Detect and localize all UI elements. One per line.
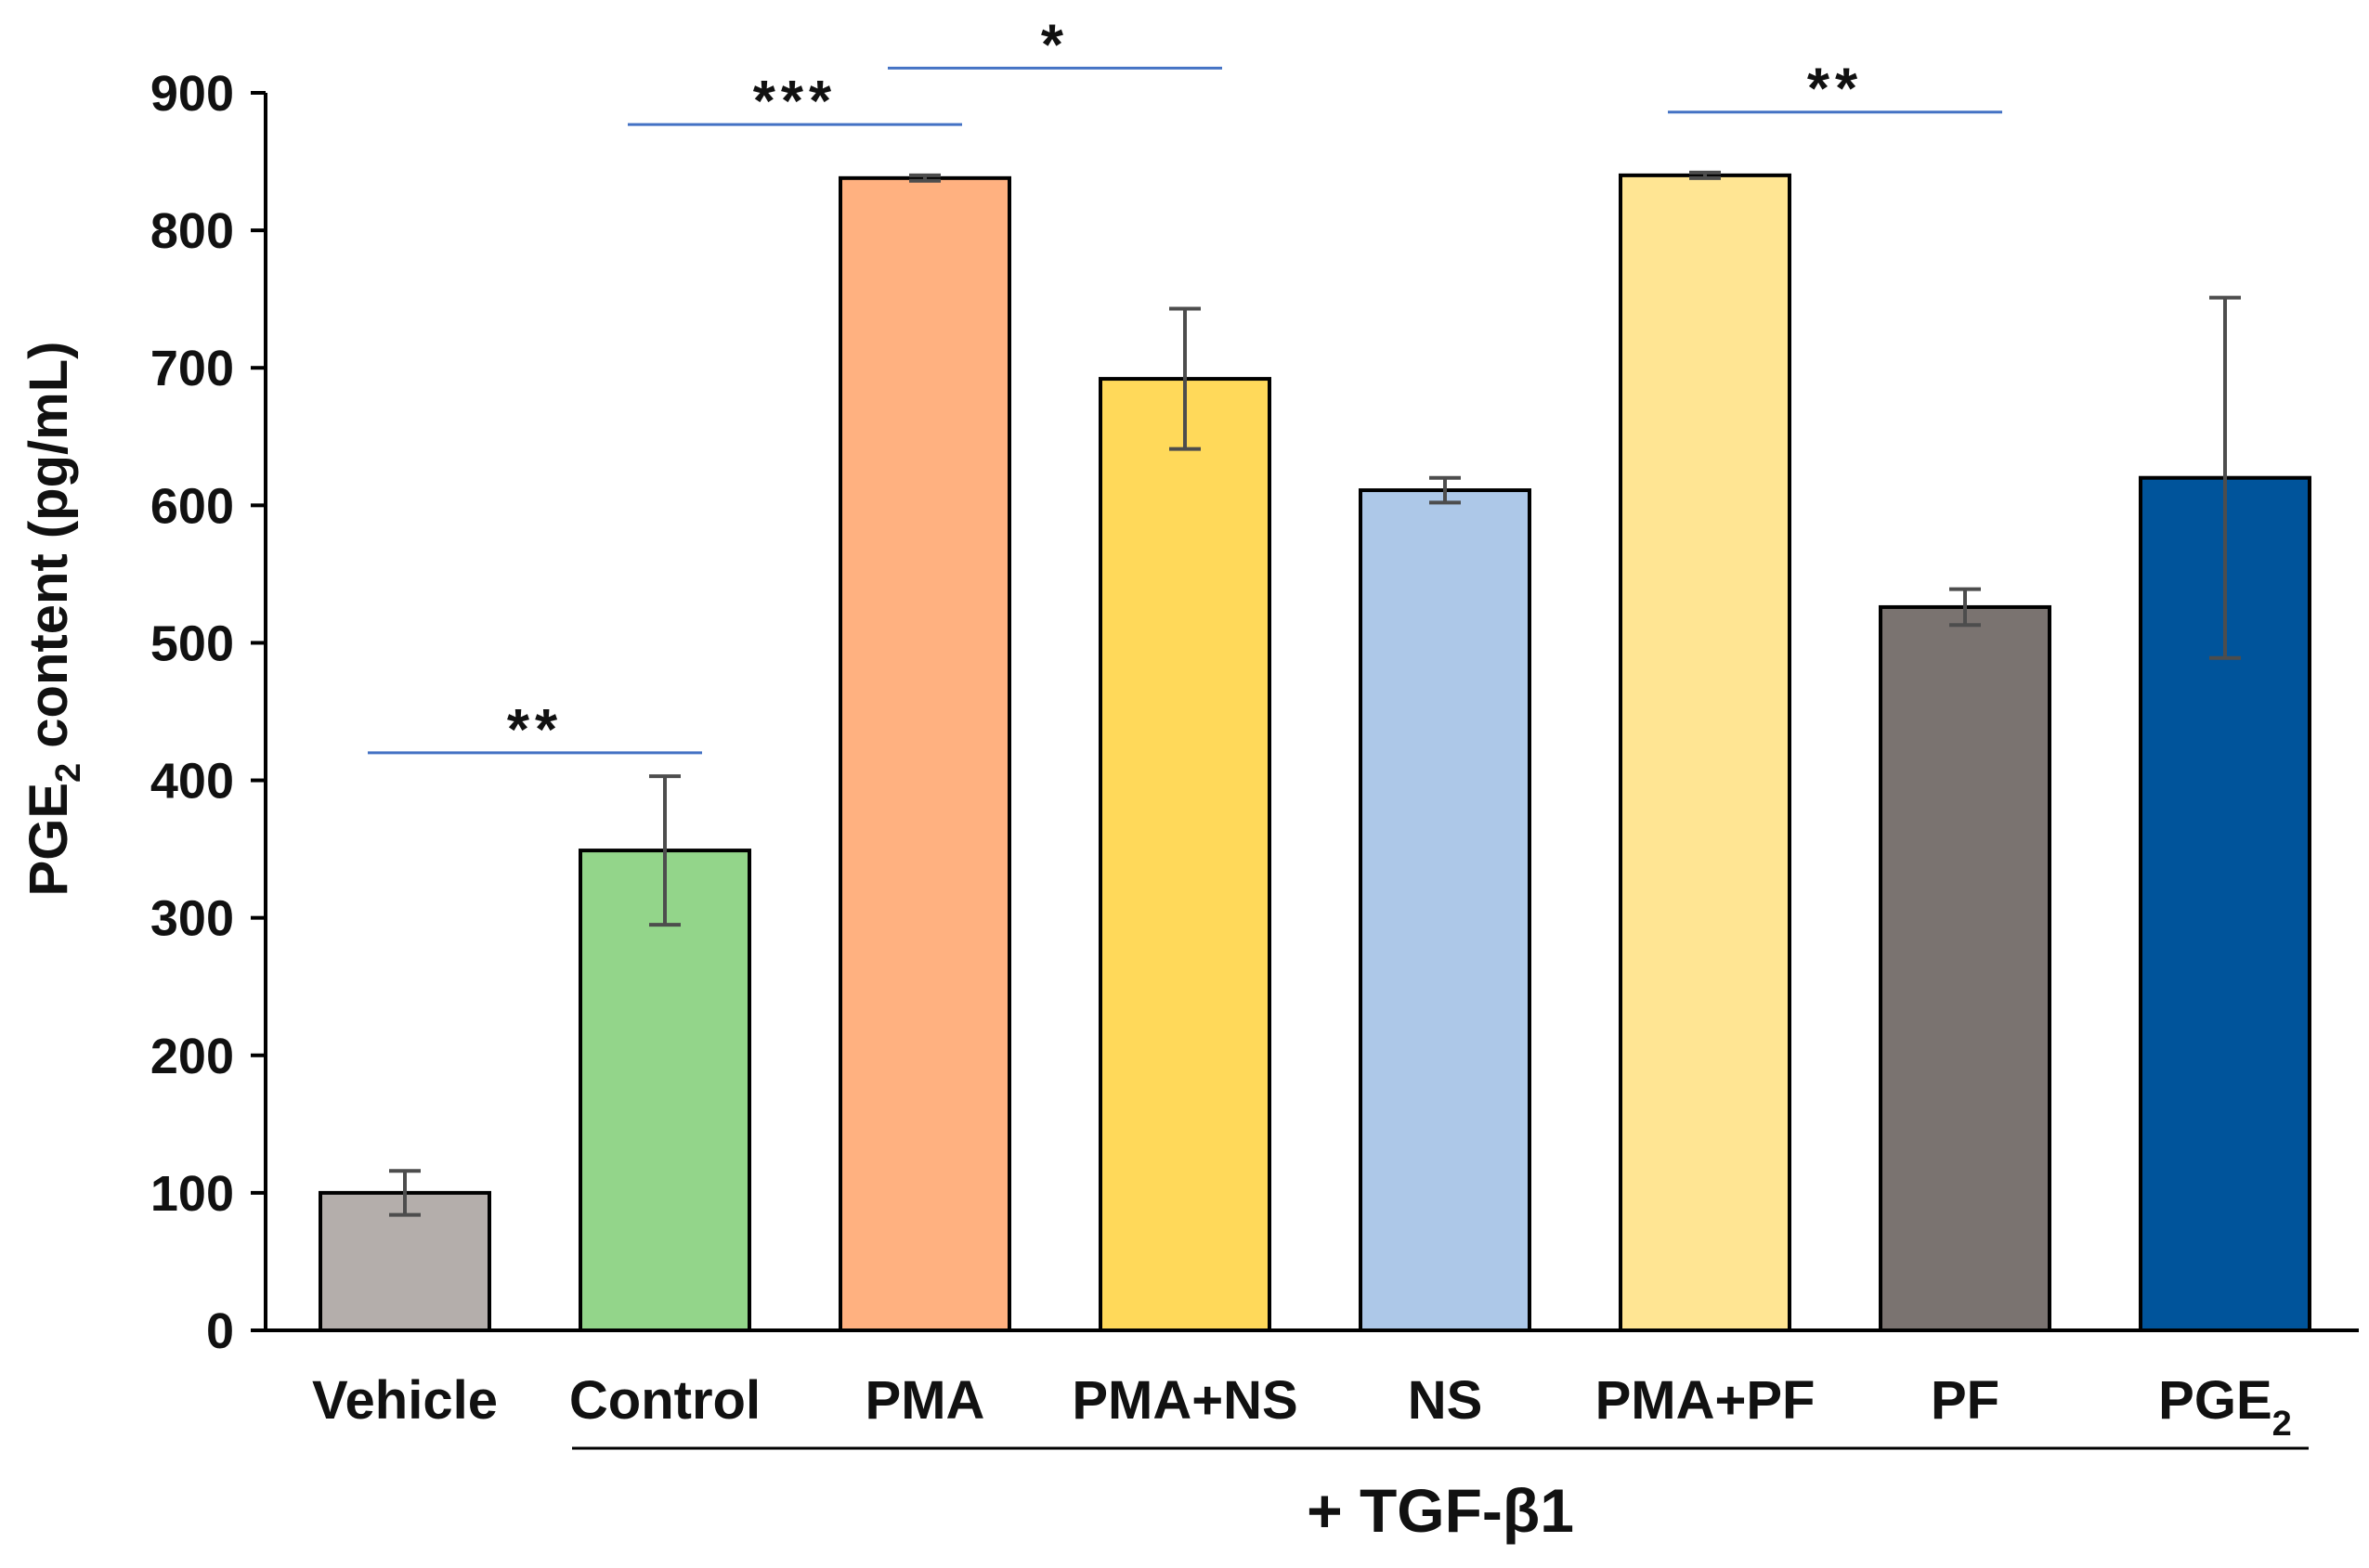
x-tick-label-ns: NS <box>1408 1370 1483 1431</box>
y-tick-label: 0 <box>206 1303 234 1359</box>
error-bar-pf <box>1949 587 1981 628</box>
significance-label-1: ** <box>507 698 563 762</box>
significance-layer: ******** <box>368 13 2002 762</box>
group-bracket-label: + TGF-β1 <box>1307 1476 1574 1545</box>
error-bar-ns <box>1429 475 1461 505</box>
error-bar-pma-ns <box>1169 306 1201 451</box>
bar-pf <box>1879 604 2051 1332</box>
bar-ns <box>1359 488 1531 1332</box>
error-bar-vehicle <box>389 1169 421 1217</box>
bar-pma <box>839 175 1011 1333</box>
x-tick-label-pge2: PGE2 <box>2158 1370 2292 1444</box>
y-axis-label: PGE2 content (pg/mL) <box>19 342 88 897</box>
error-bar-pma <box>909 173 941 183</box>
significance-label-4: ** <box>1807 58 1863 122</box>
x-tick-label-pma: PMA <box>866 1370 985 1431</box>
y-tick-label: 200 <box>150 1029 234 1084</box>
bar-pma-ns <box>1099 377 1271 1332</box>
significance-label-2: *** <box>753 70 837 134</box>
y-tick-label: 800 <box>150 203 234 259</box>
axis-layer <box>251 91 2359 1450</box>
y-tick-label: 900 <box>150 66 234 122</box>
y-tick-label: 100 <box>150 1166 234 1222</box>
x-tick-label-control: Control <box>569 1370 761 1431</box>
error-bar-pge2 <box>2209 295 2241 660</box>
y-tick-label: 500 <box>150 616 234 671</box>
y-tick-label: 400 <box>150 754 234 810</box>
bar-control <box>579 849 751 1332</box>
bar-pma-pf <box>1619 173 1791 1332</box>
y-tick-label: 300 <box>150 891 234 947</box>
error-bar-pma-pf <box>1689 170 1721 180</box>
y-tick-label: 600 <box>150 478 234 534</box>
labels-layer: 0 100 200 300 400 500 600 700 800 900 PGE2 content… <box>19 66 2292 1545</box>
significance-label-3: * <box>1041 13 1069 77</box>
bars-layer <box>319 170 2311 1333</box>
x-tick-label-pma-ns: PMA+NS <box>1072 1370 1297 1431</box>
x-tick-label-pf: PF <box>1931 1370 1999 1431</box>
error-bar-control <box>649 774 681 927</box>
x-tick-label-vehicle: Vehicle <box>312 1370 498 1431</box>
x-tick-label-pma-pf: PMA+PF <box>1595 1370 1816 1431</box>
y-tick-label: 700 <box>150 341 234 396</box>
